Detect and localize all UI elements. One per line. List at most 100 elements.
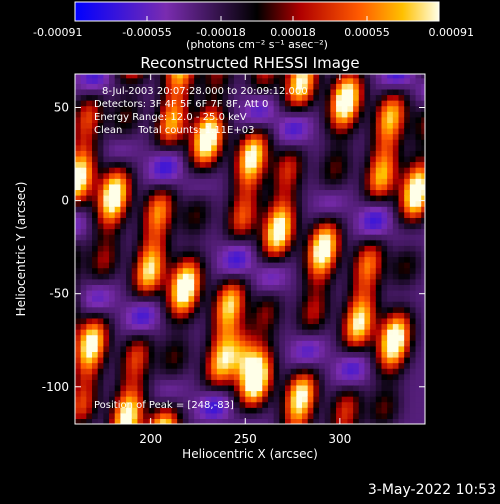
heatmap-cell [120,345,127,352]
heatmap-cell [409,189,417,196]
heatmap-cell [97,407,104,414]
heatmap-cell [177,133,184,140]
heatmap-cell [199,379,207,386]
heatmap-cell [262,295,269,302]
heatmap-cell [319,284,326,291]
heatmap-cell [205,234,212,241]
heatmap-cell [165,351,173,358]
heatmap-cell [279,373,286,380]
heatmap-cell [97,150,104,157]
heatmap-cell [194,200,201,207]
heatmap-cell [131,340,139,347]
heatmap-cell [97,245,104,252]
heatmap-cell [148,222,156,230]
heatmap-cell [222,139,229,146]
heatmap-cell [120,234,127,241]
heatmap-cell [216,133,224,140]
heatmap-cell [290,278,297,285]
heatmap-cell [131,418,139,424]
heatmap-cell [75,178,82,185]
heatmap-cell [398,94,405,101]
heatmap-cell [324,100,332,107]
heatmap-cell [222,418,229,424]
heatmap-cell [381,306,388,313]
heatmap-cell [188,77,195,84]
heatmap-cell [131,396,139,403]
heatmap-cell [165,329,173,336]
heatmap-cell [307,256,314,263]
heatmap-cell [375,239,383,246]
heatmap-cell [375,250,383,258]
heatmap-cell [120,88,127,96]
heatmap-cell [131,278,139,285]
heatmap-cell [409,116,417,124]
heatmap-cell [143,105,150,112]
heatmap-cell [160,273,167,280]
heatmap-cell [256,195,263,202]
heatmap-cell [398,195,405,202]
heatmap-cell [97,116,104,124]
heatmap-cell [421,144,425,151]
heatmap-cell [324,239,332,246]
heatmap-cell [143,278,150,285]
heatmap-cell [392,267,400,274]
heatmap-cell [171,200,178,207]
heatmap-cell [273,351,280,358]
heatmap-cell [109,195,116,202]
heatmap-cell [109,289,116,297]
heatmap-cell [194,183,201,191]
heatmap-cell [80,88,87,96]
heatmap-cell [387,211,394,218]
heatmap-cell [347,284,354,291]
heatmap-cell [398,273,405,280]
heatmap-cell [336,234,343,241]
heatmap-cell [273,340,280,347]
heatmap-cell [336,390,343,397]
heatmap-cell [307,133,314,140]
heatmap-cell [364,83,371,90]
heatmap-cell [228,262,235,269]
heatmap-cell [126,289,133,297]
heatmap-cell [239,373,246,380]
heatmap-cell [387,105,394,112]
heatmap-cell [182,345,190,352]
heatmap-cell [194,250,201,258]
heatmap-cell [216,122,224,129]
heatmap-cell [387,245,394,252]
heatmap-cell [205,122,212,129]
heatmap-cell [239,317,246,325]
heatmap-cell [290,267,297,274]
heatmap-cell [233,278,241,285]
heatmap-cell [148,178,156,185]
heatmap-cell [347,139,354,146]
heatmap-cell [199,234,207,241]
heatmap-cell [211,122,218,129]
heatmap-cell [126,401,133,408]
heatmap-cell [205,133,212,140]
heatmap-cell [239,396,246,403]
heatmap-cell [80,334,87,341]
heatmap-cell [114,323,122,330]
heatmap-cell [381,88,388,96]
heatmap-cell [171,262,178,269]
heatmap-cell [392,362,400,369]
heatmap-cell [86,150,93,157]
heatmap-cell [245,116,252,124]
heatmap-cell [347,356,354,364]
heatmap-cell [245,356,252,364]
heatmap-cell [143,312,150,319]
heatmap-cell [80,362,87,369]
heatmap-cell [381,150,388,157]
heatmap-cell [114,200,122,207]
heatmap-cell [126,77,133,84]
heatmap-cell [114,94,122,101]
heatmap-cell [126,379,133,386]
heatmap-cell [171,189,178,196]
heatmap-cell [137,127,144,135]
heatmap-cell [336,412,343,420]
heatmap-cell [165,178,173,185]
heatmap-cell [341,206,349,213]
heatmap-cell [347,250,354,258]
heatmap-cell [126,412,133,420]
heatmap-cell [313,289,320,297]
